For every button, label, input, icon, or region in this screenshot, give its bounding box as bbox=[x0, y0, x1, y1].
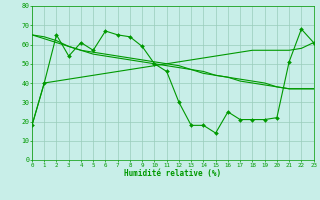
X-axis label: Humidité relative (%): Humidité relative (%) bbox=[124, 169, 221, 178]
